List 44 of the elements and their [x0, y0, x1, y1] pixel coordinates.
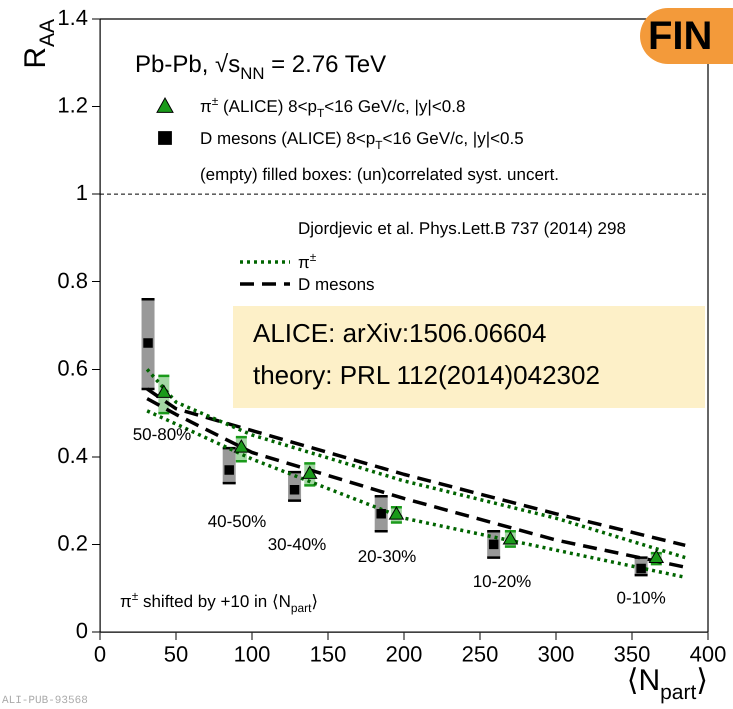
annotation: ALICE: arXiv:1506.06604: [253, 317, 548, 350]
point: [376, 509, 386, 519]
y-tick-label: 0.8: [57, 268, 88, 293]
point: [143, 338, 153, 348]
legend-label: D mesons: [298, 275, 375, 294]
x-tick-label: 400: [690, 641, 726, 666]
y-tick-label: 0.2: [57, 530, 88, 556]
x-tick-label: 0: [94, 641, 106, 666]
y-tick-label: 1.2: [57, 92, 88, 118]
x-tick-label: 50: [164, 641, 188, 666]
annotation: 40-50%: [208, 512, 266, 531]
point: [156, 384, 172, 398]
y-tick-label: 0.4: [57, 442, 88, 468]
point: [488, 540, 498, 550]
x-tick-label: 250: [462, 641, 498, 666]
point: [636, 564, 646, 574]
point: [234, 440, 249, 453]
y-tick-label: 1: [76, 180, 88, 206]
point: [224, 465, 234, 475]
x-tick-label: 200: [386, 641, 422, 666]
y-tick-label: 0.6: [57, 355, 88, 380]
point: [388, 506, 404, 520]
legend-title: Djordjevic et al. Phys.Lett.B 737 (2014) 298: [298, 219, 626, 238]
y-tick-label: 1.4: [57, 5, 88, 30]
badge-stamp: FIN: [640, 8, 733, 64]
x-tick-label: 350: [614, 641, 650, 666]
text: ALI-PUB-93568: [2, 695, 88, 707]
annotation: 30-40%: [268, 535, 326, 554]
x-tick-label: 100: [234, 641, 270, 666]
annotation: 20-30%: [358, 547, 416, 566]
legend-label: π±: [298, 250, 317, 272]
point: [302, 466, 318, 479]
x-tick-label: 300: [538, 641, 574, 666]
point: [648, 550, 664, 563]
note-box: ALICE: arXiv:1506.06604 theory: PRL 112(2014)042302: [233, 306, 705, 408]
annotation: 0-10%: [616, 588, 666, 608]
y-axis-title: RAA: [19, 19, 59, 69]
annotation: (empty) filled boxes: (un)correlated syst. uncert.: [200, 165, 560, 184]
annotation: theory: PRL 112(2014)042302: [253, 359, 601, 392]
annotation: 10-20%: [472, 572, 532, 591]
annotation: 50-80%: [132, 425, 192, 444]
y-tick-label: 0: [76, 618, 88, 644]
point: [290, 484, 300, 494]
x-tick-label: 150: [310, 641, 346, 666]
